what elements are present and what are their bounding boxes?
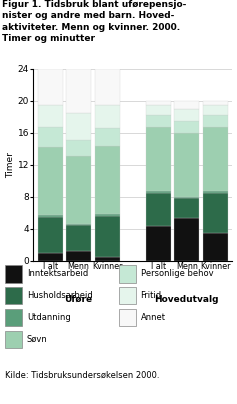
Bar [146,127,171,191]
Text: Figur 1. Tidsbruk blant uførepensjo-
nister og andre med barn. Hoved-
aktivitete: Figur 1. Tidsbruk blant uførepensjo- nis… [2,0,187,43]
Bar [203,115,228,127]
Bar [95,128,120,146]
Text: Husholdsarbeid: Husholdsarbeid [27,291,92,300]
Bar [203,127,228,191]
Bar [146,115,171,127]
Text: Personlige behov: Personlige behov [141,269,213,278]
Bar [95,257,120,261]
Text: Fritid: Fritid [141,291,162,300]
Bar [38,252,63,261]
Text: Søvn: Søvn [27,335,47,344]
Bar [203,101,228,105]
Bar [66,251,91,261]
Bar [5,309,22,326]
Bar [146,193,171,226]
Bar [38,69,63,105]
Bar [95,146,120,214]
Bar [174,121,199,133]
Bar [5,331,22,348]
Bar [95,216,120,257]
Bar [38,147,63,215]
Bar [174,198,199,218]
Bar [38,215,63,217]
Bar [174,133,199,197]
Bar [66,224,91,225]
Bar [5,265,22,282]
Bar [203,105,228,115]
Bar [118,287,136,304]
Bar [38,127,63,147]
Bar [66,114,91,140]
Bar [118,265,136,282]
Bar [146,105,171,115]
Bar [95,105,120,128]
Bar [203,233,228,261]
Bar [146,191,171,193]
Bar [203,193,228,233]
Text: Annet: Annet [141,313,166,322]
Bar [66,156,91,224]
Text: Hovedutvalg: Hovedutvalg [155,295,219,304]
Text: Utdanning: Utdanning [27,313,70,322]
Bar [38,217,63,252]
Bar [66,140,91,156]
Text: Uføre: Uføre [65,295,93,304]
Bar [118,309,136,326]
Bar [66,69,91,114]
Bar [66,225,91,251]
Text: Kilde: Tidsbruksundersøkelsen 2000.: Kilde: Tidsbruksundersøkelsen 2000. [5,371,159,380]
Bar [38,105,63,127]
Bar [174,101,199,109]
Bar [95,214,120,216]
Bar [174,197,199,198]
Bar [203,191,228,193]
Y-axis label: Timer: Timer [6,152,15,178]
Bar [174,109,199,121]
Bar [95,69,120,105]
Bar [146,226,171,261]
Bar [146,101,171,105]
Bar [5,287,22,304]
Text: Inntektsarbeid: Inntektsarbeid [27,269,88,278]
Bar [174,218,199,261]
